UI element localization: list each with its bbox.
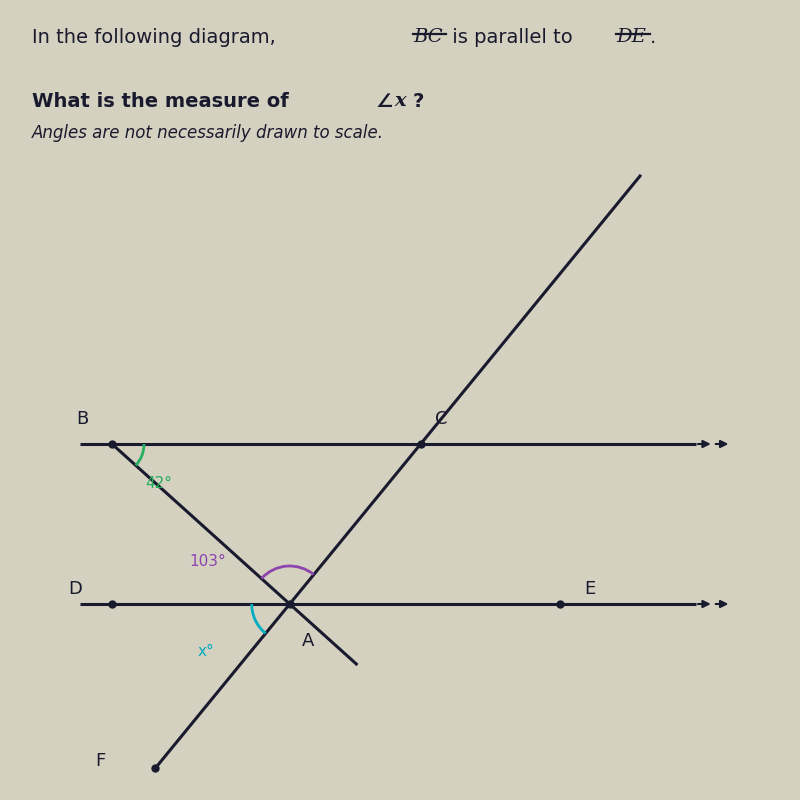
Text: BC: BC — [413, 28, 442, 46]
Text: ∠: ∠ — [375, 92, 393, 111]
Text: ?: ? — [413, 92, 424, 111]
Text: .: . — [650, 28, 656, 47]
Text: Angles are not necessarily drawn to scale.: Angles are not necessarily drawn to scal… — [32, 124, 384, 142]
Text: F: F — [95, 752, 106, 770]
Text: What is the measure of: What is the measure of — [32, 92, 295, 111]
Text: is parallel to: is parallel to — [446, 28, 579, 47]
Text: B: B — [76, 410, 88, 428]
Text: 42°: 42° — [146, 476, 173, 491]
Text: x: x — [394, 92, 406, 110]
Text: C: C — [435, 410, 447, 428]
Text: DE: DE — [616, 28, 646, 46]
Text: 103°: 103° — [190, 554, 226, 569]
Text: x°: x° — [198, 644, 214, 659]
Text: In the following diagram,: In the following diagram, — [32, 28, 282, 47]
Text: D: D — [68, 581, 82, 598]
Text: A: A — [302, 632, 314, 650]
Text: E: E — [584, 581, 595, 598]
